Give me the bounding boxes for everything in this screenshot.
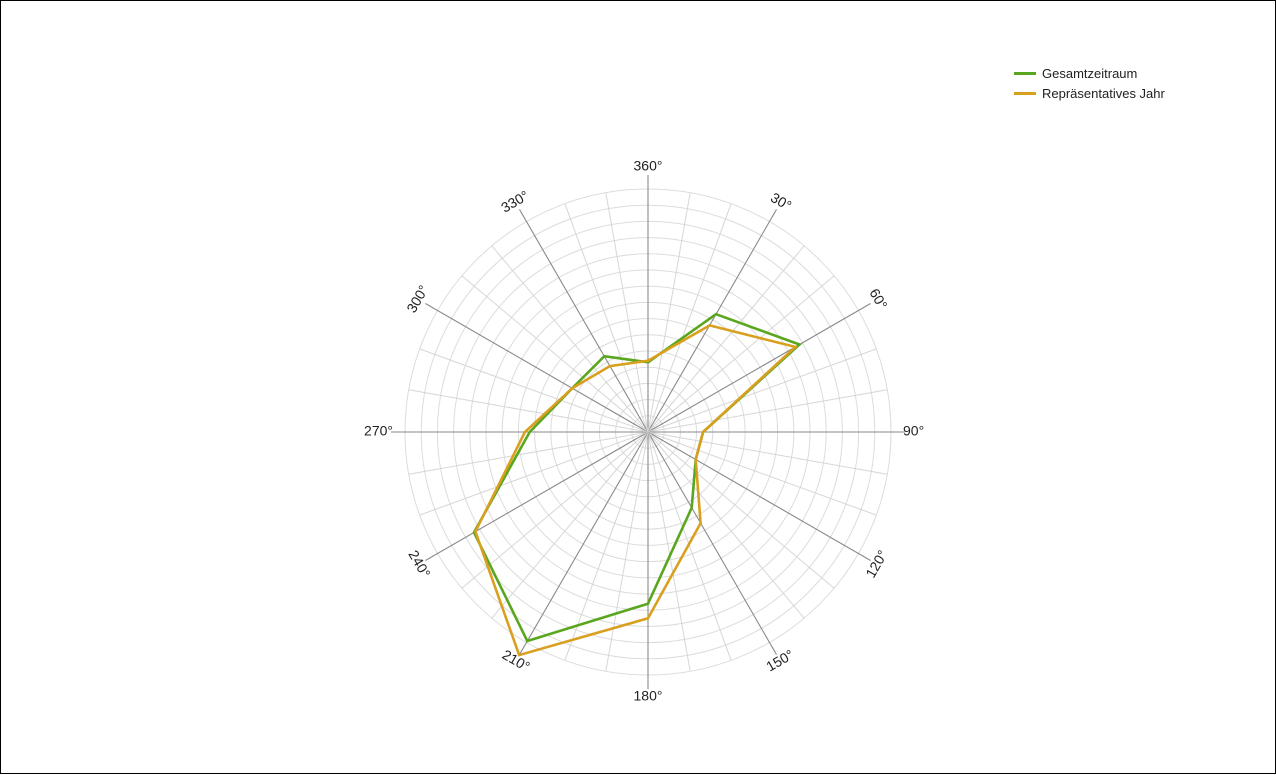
angle-tick-label: 360° (634, 158, 663, 174)
angle-tick-label: 210° (500, 646, 533, 674)
legend-item-1: Repräsentatives Jahr (1014, 83, 1165, 103)
angle-tick-label: 300° (403, 282, 431, 315)
polar-grid (391, 175, 905, 689)
angle-tick-label: 30° (768, 189, 794, 213)
legend-swatch-0 (1014, 72, 1036, 75)
angle-tick-label: 90° (903, 423, 924, 439)
series-layer (474, 314, 800, 655)
angle-tick-label: 330° (498, 187, 531, 215)
angle-tick-label: 150° (763, 646, 796, 674)
angle-tick-label: 120° (862, 547, 890, 580)
angle-tick-label: 240° (405, 547, 433, 580)
legend-item-0: Gesamtzeitraum (1014, 63, 1165, 83)
legend-swatch-1 (1014, 92, 1036, 95)
legend: Gesamtzeitraum Repräsentatives Jahr (1014, 63, 1165, 103)
angle-tick-label: 270° (364, 423, 393, 439)
legend-label-0: Gesamtzeitraum (1042, 66, 1137, 81)
legend-label-1: Repräsentatives Jahr (1042, 86, 1165, 101)
angle-tick-label: 60° (866, 286, 890, 312)
angle-tick-label: 180° (634, 688, 663, 704)
